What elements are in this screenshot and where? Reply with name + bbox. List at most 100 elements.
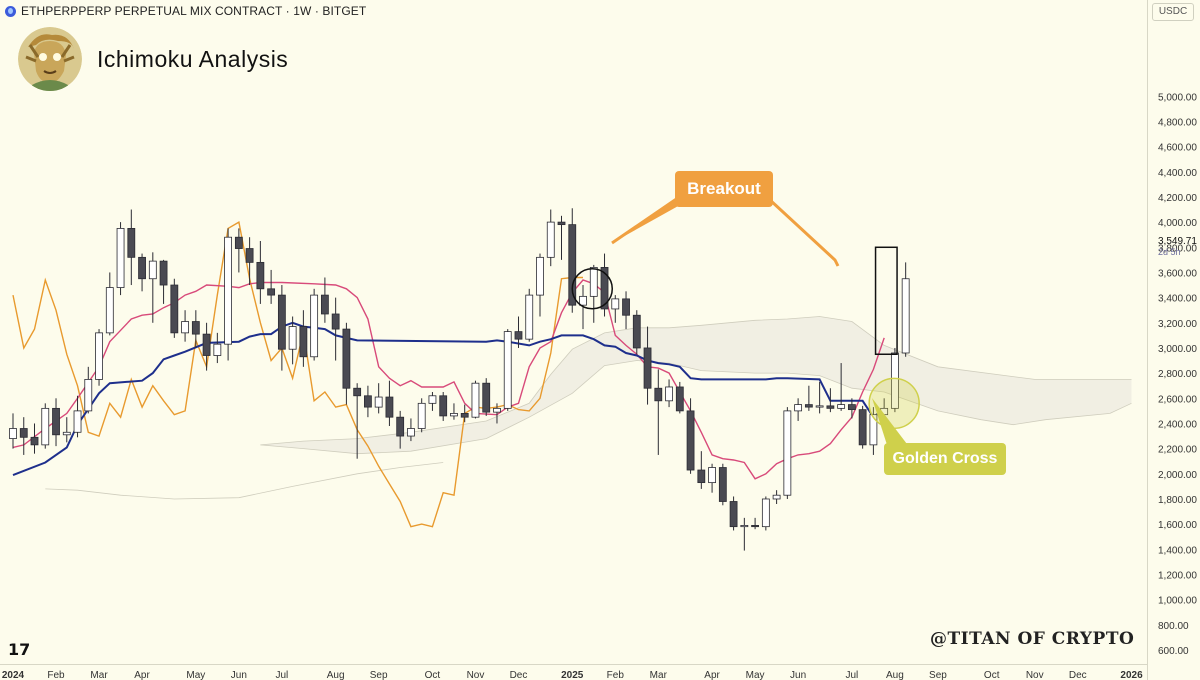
y-tick-label: 2,600.00	[1158, 394, 1197, 405]
candle-body-down	[858, 409, 867, 446]
candle	[665, 379, 673, 408]
candle	[9, 413, 17, 449]
y-tick-label: 2,200.00	[1158, 445, 1197, 456]
candle	[536, 253, 544, 317]
candle	[589, 264, 598, 323]
candle-body-down	[751, 525, 759, 528]
x-tick-label: Aug	[327, 670, 345, 680]
x-tick-label: Mar	[650, 670, 668, 680]
candle-body-up	[374, 396, 383, 408]
candle-body-down	[632, 314, 641, 349]
candle-body-down	[729, 501, 738, 528]
currency-selector[interactable]: USDC	[1152, 3, 1194, 21]
candle-body-down	[170, 284, 179, 334]
candle-body-up	[224, 236, 233, 345]
candle-body-up	[493, 407, 501, 413]
candle	[847, 398, 856, 419]
symbol-title[interactable]: ETHPERPPERP PERPETUAL MIX CONTRACT · 1W …	[21, 4, 367, 18]
candle	[224, 228, 233, 361]
candle	[320, 277, 329, 323]
candle	[148, 252, 157, 323]
candle	[804, 385, 813, 411]
candle	[52, 398, 60, 447]
y-tick-label: 4,400.00	[1158, 168, 1197, 179]
candle-body-up	[708, 467, 716, 484]
x-tick-label: Apr	[704, 670, 720, 680]
x-tick-label: 2026	[1120, 670, 1143, 680]
candle	[503, 329, 512, 411]
candle	[837, 363, 846, 411]
candle-body-up	[740, 525, 749, 528]
breakout-pointer-right	[768, 198, 840, 267]
candle	[267, 269, 276, 304]
candle-body-up	[546, 221, 555, 258]
candle-body-down	[460, 413, 469, 418]
candle	[417, 398, 426, 433]
candle	[331, 297, 340, 361]
candle-body-down	[439, 395, 448, 417]
golden-cross-pointer	[872, 398, 910, 448]
x-tick-label: Sep	[370, 670, 388, 680]
candle	[632, 310, 641, 355]
candle-body-down	[138, 256, 146, 280]
candle-body-down	[256, 261, 265, 290]
candle-body-up	[95, 332, 103, 380]
x-tick-label: Dec	[1069, 670, 1087, 680]
candle	[493, 403, 501, 424]
x-tick-label: Nov	[467, 670, 485, 680]
cloud-span-b-early	[45, 462, 444, 500]
y-tick-label: 4,000.00	[1158, 218, 1197, 229]
candle	[450, 403, 458, 420]
watermark: @TITAN OF CRYPTO	[930, 629, 1135, 649]
candle	[826, 388, 835, 413]
candle-body-down	[675, 386, 684, 412]
candle	[374, 383, 383, 414]
chart-header: ETHPERPPERP PERPETUAL MIX CONTRACT · 1W …	[0, 0, 1148, 22]
candle-body-up	[148, 260, 157, 280]
y-tick-label: 600.00	[1158, 646, 1189, 657]
y-tick-label: 4,200.00	[1158, 193, 1197, 204]
y-tick-label: 800.00	[1158, 621, 1189, 632]
y-tick-label: 3,600.00	[1158, 268, 1197, 279]
candle-body-up	[417, 402, 426, 429]
candle-body-up	[73, 410, 82, 433]
candle-body-down	[482, 382, 491, 413]
candle	[138, 253, 146, 292]
candle	[815, 381, 824, 414]
candle-body-up	[181, 321, 189, 334]
candle-body-down	[600, 267, 609, 310]
candle-body-down	[245, 248, 254, 263]
avatar	[18, 27, 82, 91]
candle	[385, 380, 394, 426]
golden-cross-circle	[868, 377, 920, 430]
candle	[41, 403, 50, 449]
candle	[277, 285, 286, 371]
candle	[202, 322, 211, 371]
candle	[407, 418, 415, 442]
candle-body-down	[127, 228, 136, 258]
candle	[718, 463, 727, 506]
x-tick-label: Aug	[886, 670, 904, 680]
candle-body-down	[643, 347, 652, 389]
candle-body-down	[277, 294, 286, 350]
candle	[191, 310, 200, 348]
candle-body-up	[536, 256, 544, 296]
candle	[901, 262, 910, 357]
x-tick-label: Apr	[134, 670, 150, 680]
candle-body-down	[320, 294, 329, 315]
y-tick-label: 1,000.00	[1158, 596, 1197, 607]
y-tick-label: 1,800.00	[1158, 495, 1197, 506]
candle	[643, 326, 652, 405]
candle-body-down	[385, 396, 394, 418]
candle-body-down	[686, 410, 695, 471]
candle	[460, 404, 469, 423]
y-tick-label: 1,400.00	[1158, 545, 1197, 556]
tradingview-logo[interactable]: 17	[8, 640, 31, 659]
candle-body-up	[611, 298, 620, 310]
candle-body-down	[191, 321, 200, 335]
candle-body-up	[62, 431, 71, 436]
breakout-box	[874, 246, 898, 356]
candle-body-down	[718, 467, 727, 502]
